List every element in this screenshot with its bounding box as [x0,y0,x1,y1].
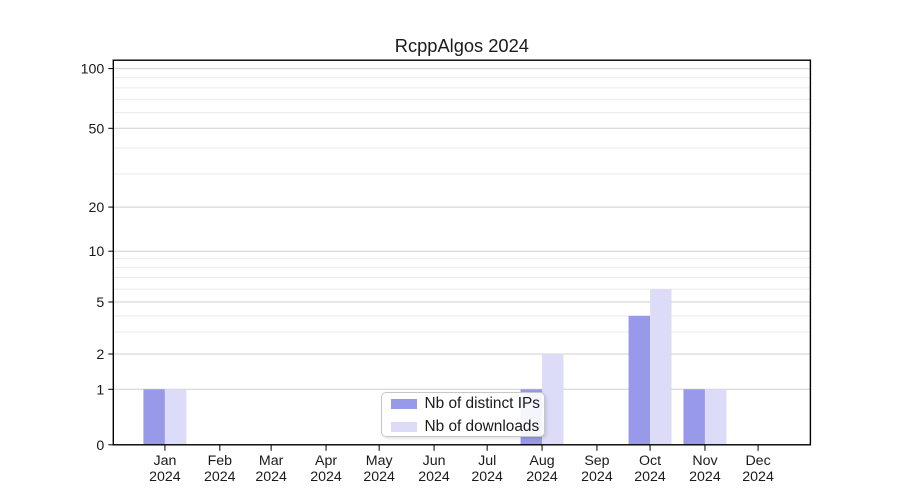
svg-text:2024: 2024 [149,469,181,485]
svg-text:Sep: Sep [584,453,609,469]
svg-text:5: 5 [96,295,104,311]
svg-text:20: 20 [89,200,105,216]
svg-text:May: May [366,453,394,469]
svg-text:RcppAlgos 2024: RcppAlgos 2024 [395,35,529,56]
svg-text:Jul: Jul [478,453,496,469]
svg-text:Jan: Jan [153,453,176,469]
svg-text:50: 50 [89,121,105,137]
svg-text:2024: 2024 [581,469,613,485]
svg-text:2024: 2024 [204,469,236,485]
svg-text:Dec: Dec [745,453,770,469]
svg-text:1: 1 [96,382,104,398]
svg-text:Nov: Nov [692,453,718,469]
svg-text:2024: 2024 [689,469,721,485]
svg-text:10: 10 [89,244,105,260]
svg-text:100: 100 [81,62,105,78]
svg-text:2024: 2024 [742,469,774,485]
svg-text:2024: 2024 [418,469,450,485]
svg-text:0: 0 [96,438,104,454]
svg-text:2024: 2024 [634,469,666,485]
svg-text:Aug: Aug [529,453,554,469]
svg-text:Feb: Feb [208,453,233,469]
svg-text:2024: 2024 [255,469,287,485]
svg-text:2024: 2024 [363,469,395,485]
svg-text:2024: 2024 [471,469,503,485]
svg-text:Jun: Jun [423,453,446,469]
svg-text:2024: 2024 [526,469,558,485]
svg-text:Mar: Mar [259,453,284,469]
svg-text:Oct: Oct [639,453,661,469]
svg-text:Apr: Apr [315,453,337,469]
svg-text:2: 2 [96,347,104,363]
svg-text:2024: 2024 [310,469,342,485]
